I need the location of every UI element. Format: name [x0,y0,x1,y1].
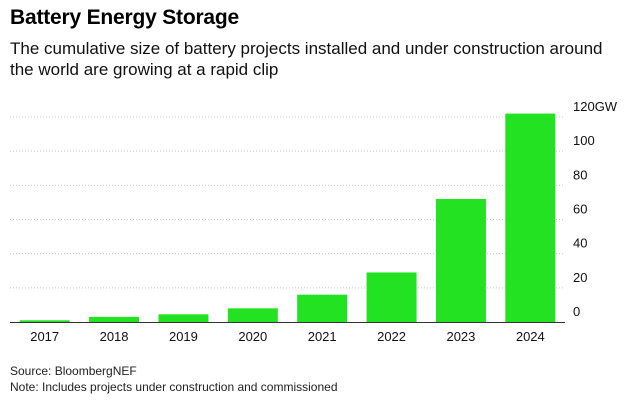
y-tick-label: 100 [573,133,595,148]
x-tick-label: 2024 [516,329,545,344]
y-tick-label: 0 [573,304,580,319]
bar-2018 [89,316,140,322]
bar-2021 [297,294,348,322]
x-tick-labels: 2017 2018 2019 2020 2021 2022 2023 2024 [30,329,545,344]
source-note: Source: BloombergNEF [10,364,137,378]
bars [19,113,556,322]
x-tick-label: 2020 [238,329,267,344]
x-tick-label: 2022 [377,329,406,344]
bar-2019 [158,314,209,322]
y-tick-label: 60 [573,202,587,217]
y-tick-label: 40 [573,236,587,251]
chart-subtitle: The cumulative size of battery projects … [10,39,603,79]
y-tick-labels: 0 20 40 60 80 100 120GW [573,99,618,319]
bar-2022 [366,272,417,322]
x-tick-label: 2021 [308,329,337,344]
x-tick-label: 2023 [446,329,475,344]
y-tick-label: 80 [573,167,587,182]
x-tick-label: 2018 [100,329,129,344]
bar-2024 [505,113,556,322]
bar-2017 [19,320,70,322]
y-tick-label: 120GW [573,99,618,114]
bar-2020 [227,308,278,322]
bar-2023 [435,199,486,322]
x-tick-label: 2017 [30,329,59,344]
footnote: Note: Includes projects under constructi… [10,380,338,394]
chart-title: Battery Energy Storage [10,6,240,29]
y-tick-label: 20 [573,270,587,285]
x-tick-label: 2019 [169,329,198,344]
